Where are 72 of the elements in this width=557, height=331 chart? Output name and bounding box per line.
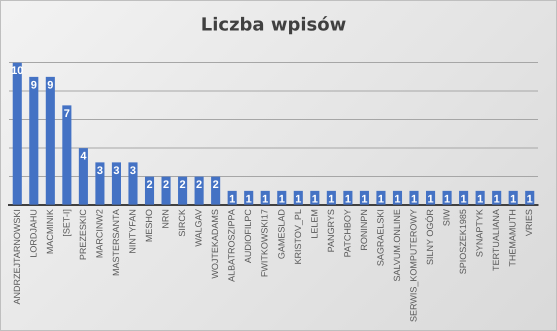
x-tick-label: WOJTEKADAMS	[210, 209, 220, 279]
data-label: 2	[146, 179, 153, 192]
x-tick-label: RONINPN	[358, 209, 369, 251]
data-label: 1	[328, 193, 334, 206]
bar	[12, 62, 22, 205]
x-tick-label: TERTUALIANA	[491, 209, 502, 272]
x-tick-label: LORDJAHU	[28, 209, 38, 258]
bar	[62, 105, 72, 205]
x-tick-label: MESHO	[144, 209, 154, 242]
x-tick-label: SYNAPTYK	[474, 209, 485, 258]
data-label: 1	[477, 193, 484, 206]
x-tick-label: FWITKOWSKI17	[260, 209, 270, 278]
data-label: 1	[510, 193, 516, 206]
x-tick-label: PATCHBOY	[342, 209, 352, 258]
data-label: 4	[80, 150, 88, 163]
x-tick-label: KRISTOV_PL	[292, 209, 303, 265]
x-tick-label: THEMAMUTH	[508, 209, 518, 267]
data-label: 2	[196, 179, 202, 192]
bar	[29, 76, 38, 205]
x-tick-label: VRIES	[524, 209, 534, 236]
data-label: 1	[278, 193, 285, 206]
x-tick-label: WALGAV	[194, 209, 204, 247]
bar	[95, 162, 104, 205]
data-label: 1	[460, 193, 467, 206]
bar	[78, 148, 88, 205]
data-label: 1	[344, 193, 351, 206]
x-tick-label: SILNY OGÓR	[425, 208, 436, 266]
data-label: 1	[394, 193, 401, 206]
bar	[46, 76, 55, 205]
x-tick-label: AUDIOFILPC	[243, 208, 254, 264]
x-tick-label: SAGRAELSKI	[375, 209, 386, 266]
x-tick-label: NRN	[160, 209, 171, 229]
data-label: 1	[444, 193, 450, 206]
data-label: 9	[47, 79, 54, 92]
x-tick-label: PREZESKIC	[78, 208, 88, 260]
data-label: 2	[162, 179, 170, 192]
x-tick-label: SPIOSZEK1985	[458, 209, 468, 274]
data-label: 1	[361, 193, 368, 206]
data-label: 3	[130, 164, 136, 177]
x-tick-label: SIW	[442, 208, 452, 226]
data-label: 3	[113, 164, 120, 177]
data-label: 1	[295, 193, 302, 206]
data-label: 1	[262, 193, 268, 206]
data-label: 1	[410, 193, 418, 206]
x-tick-label: SIRCK	[177, 209, 188, 237]
data-label: 9	[30, 79, 37, 92]
data-label: 2	[180, 179, 186, 192]
x-tick-label: [SET-I]	[61, 209, 72, 237]
x-tick-label: LELEM	[309, 209, 320, 239]
x-tick-label: MACMINIK	[44, 209, 55, 254]
data-label: 1	[312, 193, 318, 206]
data-label: 1	[494, 193, 500, 206]
x-tick-label: ALBATROSZIPPA	[226, 209, 237, 282]
data-label: 1	[526, 193, 533, 206]
x-tick-label: ANDRZEJTARNOWSKI	[12, 209, 22, 304]
x-tick-label: SERWIS_KOMPUTEROWY	[408, 209, 418, 322]
data-label: 1	[378, 193, 384, 206]
x-tick-label: MARCINW2	[94, 209, 104, 258]
x-tick-label: GAMESLAD	[276, 208, 286, 260]
bar	[112, 162, 121, 205]
data-label: 1	[427, 193, 434, 206]
data-label: 7	[64, 108, 70, 120]
data-label: 2	[212, 179, 219, 192]
data-label: 3	[96, 164, 103, 177]
chart-title: Liczba wpisów	[200, 14, 346, 36]
x-tick-label: PANGRYS	[326, 209, 336, 252]
bar	[128, 162, 138, 205]
x-tick-label: NINTYFAN	[127, 209, 138, 254]
x-tick-label: MASTERSANTA	[110, 209, 121, 276]
x-tick-label: SALVUM.ONLINE	[392, 209, 402, 282]
data-label: 1	[246, 193, 252, 206]
data-label: 1	[229, 193, 236, 206]
